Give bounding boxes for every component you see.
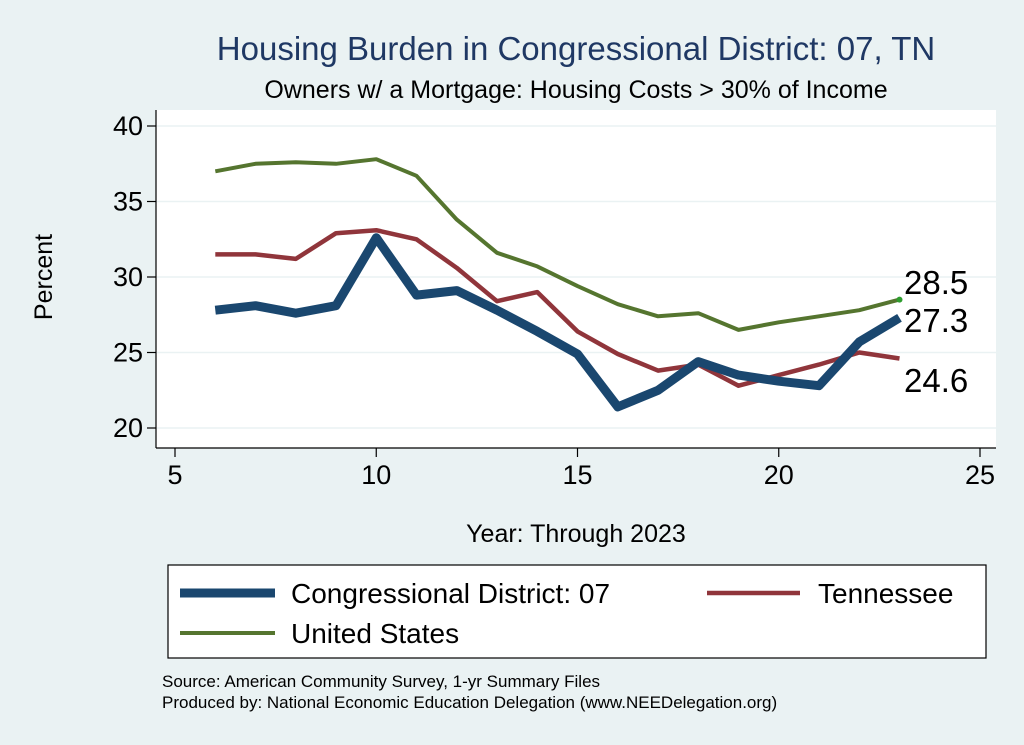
series-line-1	[215, 227, 900, 388]
series-line-0	[214, 233, 902, 412]
y-tick-label: 20	[113, 413, 143, 443]
end-value-label: 24.6	[904, 362, 968, 399]
chart-title: Housing Burden in Congressional District…	[217, 30, 935, 67]
y-tick-label: 25	[113, 338, 143, 368]
y-tick-label: 35	[113, 187, 143, 217]
legend-label: Tennessee	[818, 578, 953, 609]
series	[214, 157, 903, 412]
end-labels: 27.3 24.6 28.5	[904, 264, 968, 399]
end-marker	[896, 296, 903, 303]
x-tick-label: 25	[965, 460, 995, 490]
x-tick-label: 10	[361, 460, 391, 490]
y-tick-label: 30	[113, 262, 143, 292]
x-tick-label: 15	[562, 460, 592, 490]
chart-subtitle: Owners w/ a Mortgage: Housing Costs > 30…	[264, 76, 887, 104]
y-tick-label: 40	[113, 111, 143, 141]
end-value-label: 27.3	[904, 302, 968, 339]
legend	[167, 564, 987, 659]
producer-note: Produced by: National Economic Education…	[162, 693, 777, 712]
plot-area	[156, 110, 996, 448]
series-line-2	[214, 157, 901, 332]
axes: 20 25 30 35 40 5 10 15 20 25	[113, 110, 996, 490]
legend-label: Congressional District: 07	[291, 578, 610, 609]
legend-items: Congressional District: 07 Tennessee Unite…	[180, 578, 953, 649]
x-tick-label: 20	[764, 460, 794, 490]
end-value-label: 28.5	[904, 264, 968, 301]
legend-label: United States	[291, 618, 459, 649]
x-tick-label: 5	[167, 460, 182, 490]
x-axis-title: Year: Through 2023	[466, 520, 686, 548]
y-axis-title: Percent	[30, 234, 58, 320]
source-note: Source: American Community Survey, 1-yr …	[162, 672, 600, 691]
